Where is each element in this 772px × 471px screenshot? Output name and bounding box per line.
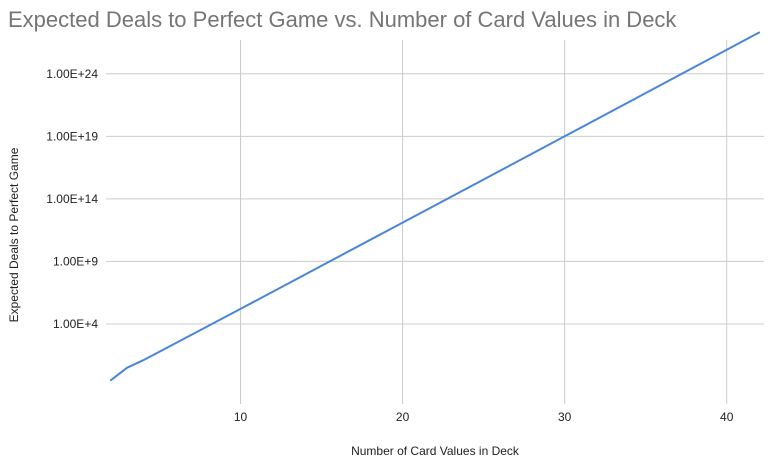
y-tick-label: 1.00E+24 bbox=[46, 67, 98, 81]
series-line bbox=[109, 31, 761, 382]
y-axis-label: Expected Deals to Perfect Game bbox=[7, 147, 21, 322]
x-gridlines bbox=[240, 40, 728, 404]
x-axis-label: Number of Card Values in Deck bbox=[351, 444, 520, 458]
x-tick-label: 30 bbox=[558, 410, 572, 424]
x-tick-label: 40 bbox=[720, 410, 734, 424]
y-tick-labels: 1.00E+4 1.00E+9 1.00E+14 1.00E+19 1.00E+24 bbox=[46, 67, 98, 331]
x-tick-labels: 10 20 30 40 bbox=[234, 410, 734, 424]
y-tick-label: 1.00E+14 bbox=[46, 192, 98, 206]
chart-title: Expected Deals to Perfect Game vs. Numbe… bbox=[8, 7, 677, 32]
y-gridlines bbox=[106, 73, 764, 325]
y-tick-label: 1.00E+9 bbox=[53, 254, 98, 268]
x-tick-label: 10 bbox=[234, 410, 248, 424]
x-tick-label: 20 bbox=[396, 410, 410, 424]
y-tick-label: 1.00E+19 bbox=[46, 129, 98, 143]
y-tick-label: 1.00E+4 bbox=[53, 317, 98, 331]
